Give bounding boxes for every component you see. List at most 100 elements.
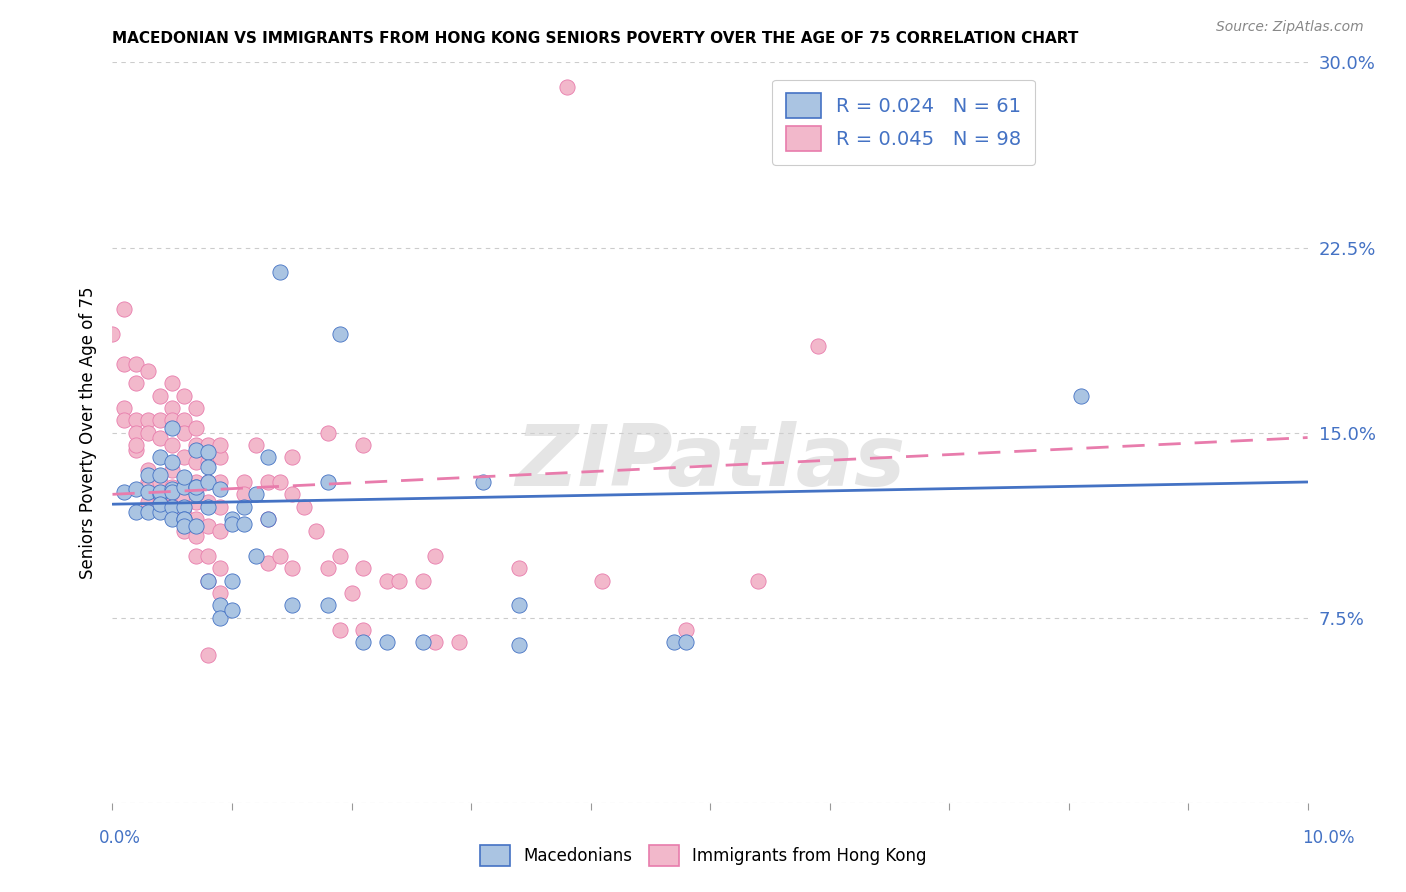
Point bbox=[186, 549, 208, 563]
Point bbox=[149, 475, 172, 489]
Point bbox=[149, 467, 172, 482]
Point bbox=[316, 561, 339, 575]
Point bbox=[186, 455, 208, 469]
Point bbox=[664, 635, 686, 649]
Point bbox=[292, 500, 315, 514]
Point bbox=[329, 326, 352, 341]
Point bbox=[138, 467, 160, 482]
Point bbox=[412, 574, 434, 588]
Point bbox=[675, 635, 697, 649]
Point bbox=[173, 450, 195, 465]
Point bbox=[173, 524, 195, 539]
Point bbox=[162, 484, 183, 499]
Point bbox=[114, 484, 135, 499]
Point bbox=[269, 475, 291, 489]
Point bbox=[125, 425, 148, 440]
Point bbox=[173, 507, 195, 521]
Point bbox=[675, 623, 697, 637]
Point bbox=[257, 512, 280, 526]
Point bbox=[316, 475, 339, 489]
Point bbox=[162, 462, 183, 476]
Point bbox=[149, 450, 172, 465]
Point bbox=[316, 599, 339, 613]
Point bbox=[197, 455, 219, 469]
Point bbox=[162, 413, 183, 427]
Point bbox=[508, 561, 530, 575]
Point bbox=[186, 438, 208, 452]
Point bbox=[508, 599, 530, 613]
Point bbox=[186, 512, 208, 526]
Point bbox=[173, 492, 195, 507]
Point bbox=[209, 438, 232, 452]
Point bbox=[209, 500, 232, 514]
Point bbox=[138, 494, 160, 508]
Point bbox=[221, 603, 243, 617]
Point bbox=[257, 557, 280, 571]
Point bbox=[209, 610, 232, 624]
Point bbox=[149, 431, 172, 445]
Text: ZIPatlas: ZIPatlas bbox=[515, 421, 905, 504]
Point bbox=[173, 480, 195, 494]
Point bbox=[245, 438, 267, 452]
Point bbox=[281, 450, 304, 465]
Point bbox=[186, 519, 208, 533]
Point bbox=[173, 512, 195, 526]
Point bbox=[592, 574, 614, 588]
Point bbox=[162, 512, 183, 526]
Point bbox=[197, 438, 219, 452]
Point bbox=[138, 475, 160, 489]
Point bbox=[305, 524, 328, 539]
Legend: R = 0.024   N = 61, R = 0.045   N = 98: R = 0.024 N = 61, R = 0.045 N = 98 bbox=[772, 79, 1035, 164]
Point bbox=[149, 413, 172, 427]
Point bbox=[138, 505, 160, 519]
Point bbox=[281, 599, 304, 613]
Point bbox=[125, 413, 148, 427]
Point bbox=[197, 500, 219, 514]
Point bbox=[186, 475, 208, 489]
Point bbox=[412, 635, 434, 649]
Point bbox=[233, 516, 256, 531]
Point bbox=[125, 483, 148, 497]
Point bbox=[173, 500, 195, 514]
Point bbox=[186, 442, 208, 457]
Point bbox=[209, 561, 232, 575]
Point bbox=[1070, 388, 1092, 402]
Point bbox=[209, 475, 232, 489]
Point bbox=[173, 475, 195, 489]
Point bbox=[114, 401, 135, 415]
Point bbox=[209, 483, 232, 497]
Point bbox=[807, 339, 830, 353]
Point bbox=[353, 438, 375, 452]
Point bbox=[245, 549, 267, 563]
Point bbox=[449, 635, 471, 649]
Point bbox=[162, 483, 183, 497]
Point bbox=[149, 497, 172, 511]
Point bbox=[138, 462, 160, 476]
Point bbox=[114, 302, 135, 317]
Point bbox=[508, 638, 530, 652]
Point bbox=[186, 494, 208, 508]
Text: 0.0%: 0.0% bbox=[98, 829, 141, 847]
Text: MACEDONIAN VS IMMIGRANTS FROM HONG KONG SENIORS POVERTY OVER THE AGE OF 75 CORRE: MACEDONIAN VS IMMIGRANTS FROM HONG KONG … bbox=[112, 31, 1078, 46]
Point bbox=[388, 574, 411, 588]
Point bbox=[149, 505, 172, 519]
Point bbox=[138, 425, 160, 440]
Point bbox=[425, 549, 447, 563]
Text: Source: ZipAtlas.com: Source: ZipAtlas.com bbox=[1216, 21, 1364, 34]
Point bbox=[138, 484, 160, 499]
Point bbox=[209, 524, 232, 539]
Point bbox=[138, 480, 160, 494]
Point bbox=[233, 500, 256, 514]
Point bbox=[555, 80, 578, 95]
Point bbox=[329, 623, 352, 637]
Point bbox=[186, 529, 208, 543]
Point bbox=[209, 586, 232, 600]
Point bbox=[353, 623, 375, 637]
Point bbox=[221, 574, 243, 588]
Point bbox=[197, 519, 219, 533]
Point bbox=[209, 599, 232, 613]
Point bbox=[197, 475, 219, 489]
Point bbox=[316, 425, 339, 440]
Point bbox=[472, 475, 495, 489]
Point bbox=[269, 549, 291, 563]
